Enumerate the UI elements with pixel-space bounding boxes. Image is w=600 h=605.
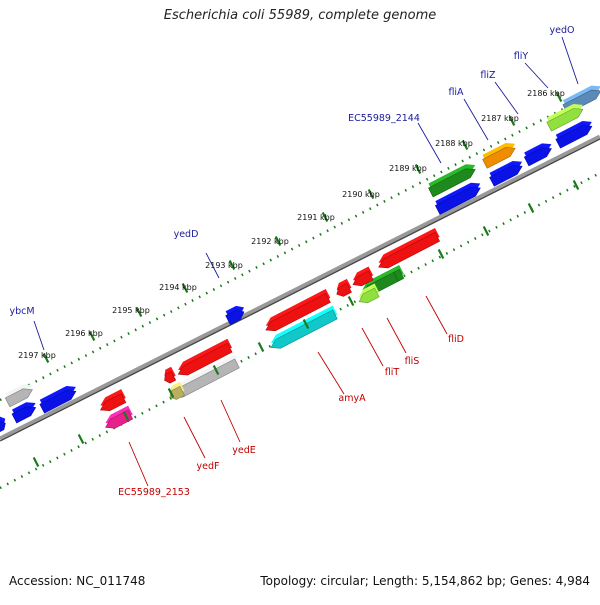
gene-fliA[interactable] [522,140,555,167]
gene-label-fliY[interactable]: fliY [514,51,529,62]
gene-label-EC55989_2144[interactable]: EC55989_2144 [348,113,420,124]
gene-label-yedO[interactable]: yedO [550,25,575,36]
gene-label-yedE[interactable]: yedE [232,445,256,456]
gene-fliA-2[interactable] [488,157,526,187]
scale-tick-mark [88,331,96,341]
scale-tick-label: 2188 kbp [435,139,473,148]
gene-EC55989_2144[interactable] [427,161,480,198]
genome-backbone [0,134,600,442]
reverse-label-leader [425,295,448,335]
scale-tick-label: 2196 kbp [65,329,103,338]
reverse-label-leader [361,327,384,367]
gene-amyA-track[interactable] [267,305,339,352]
reverse-label-leader [386,317,407,354]
forward-label-leader [494,81,519,115]
scale-tick-mark [461,140,469,150]
gene-label-fliT[interactable]: fliT [385,367,400,378]
forward-label-leader [561,36,579,85]
scale-tick-mark [228,260,236,270]
gene-ybcM-b[interactable] [10,399,40,424]
gene-fliY[interactable] [554,117,596,149]
inner-scale-tick-mark [572,180,580,190]
inner-scale-tick-mark [167,388,175,398]
inner-scale-tick-mark [212,365,220,375]
inner-scale-tick-mark [527,203,535,213]
gene-EC55989_2153-a[interactable] [96,389,127,414]
scale-tick-mark [181,283,189,293]
scale-tick-label: 2192 kbp [251,237,289,246]
gene-label-fliA[interactable]: fliA [448,87,464,98]
topology-summary: Topology: circular; Length: 5,154,862 bp… [260,574,590,588]
scale-tick-mark [321,212,329,222]
map-title: Escherichia coli 55989, complete genome [163,8,437,23]
scale-tick-label: 2195 kbp [112,306,150,315]
gene-fliS[interactable] [349,266,375,289]
scale-tick-mark [274,236,282,246]
outer-dotted-scale [0,88,600,402]
scale-tick-label: 2197 kbp [18,351,56,360]
inner-scale-tick-mark [482,226,490,236]
reverse-label-leader [183,416,206,459]
gene-yedE[interactable] [174,338,234,379]
gene-fliD[interactable] [375,227,442,272]
gene-label-yedF[interactable]: yedF [197,461,220,472]
scale-tick-label: 2193 kbp [205,261,243,270]
reverse-label-leader [128,441,149,487]
gene-label-amyA[interactable]: amyA [338,393,366,404]
scale-tick-mark [508,116,516,126]
gene-yedF-small[interactable] [160,366,177,385]
inner-scale-tick-mark [392,272,400,282]
gene-label-yedD[interactable]: yedD [174,229,199,240]
forward-label-leader [417,122,442,164]
scale-tick-label: 2190 kbp [342,190,380,199]
gene-fliZ[interactable] [481,139,519,169]
gene-edge[interactable] [0,414,9,434]
gene-ybcM-gray[interactable] [3,381,36,408]
scale-tick-mark [367,189,375,199]
label-leader-lines [33,36,579,487]
genome-backbone-shadow [0,138,600,442]
gene-label-fliZ[interactable]: fliZ [480,70,496,81]
scale-tick-mark [414,164,422,174]
inner-dotted-scale [0,171,600,490]
inner-scale-tick-mark [347,296,355,306]
inner-scale-tick-mark [257,342,265,352]
forward-label-leader [205,252,220,279]
scale-tick-label: 2186 kbp [527,89,565,98]
scale-tick-label: 2187 kbp [481,114,519,123]
scale-tick-mark [555,92,563,102]
inner-scale-tick-mark [122,411,130,421]
scale-tick-label: 2189 kbp [389,164,427,173]
gene-amyA[interactable] [262,289,332,334]
scale-ticks: 2186 kbp 2187 kbp 2188 kbp 2189 kbp 2190 kbp… [18,89,580,467]
gene-label-EC55989_2153[interactable]: EC55989_2153 [118,487,190,498]
gene-fliY-part[interactable] [545,100,587,132]
gene-labels: yedO fliY fliZ fliA EC55989_2144 yedD ybcM fliD… [9,25,574,498]
reverse-label-leader [220,399,241,443]
scale-tick-label: 2191 kbp [297,213,335,222]
scale-tick-mark [42,353,50,363]
feature-track [0,85,600,434]
inner-scale-tick-mark [437,249,445,259]
gene-yedD[interactable] [224,303,248,325]
scale-tick-label: 2194 kbp [159,283,197,292]
forward-label-leader [33,320,45,351]
scale-tick-mark [135,307,143,317]
accession-text: Accession: NC_011748 [9,574,146,588]
inner-scale-tick-mark [77,434,85,444]
reverse-label-leader [317,351,345,395]
inner-scale-tick-mark [32,457,40,467]
gene-fliT[interactable] [333,278,354,299]
inner-scale-tick-mark [302,319,310,329]
gene-label-fliS[interactable]: fliS [405,356,420,367]
gene-EC55989_2144-b[interactable] [434,179,485,215]
gene-label-fliD[interactable]: fliD [448,334,464,345]
forward-label-leader [463,98,489,141]
gene-fliS-track[interactable] [355,283,381,306]
gene-ybcM-a[interactable] [38,382,80,414]
forward-label-leader [524,62,549,89]
gene-label-ybcM[interactable]: ybcM [9,306,34,317]
